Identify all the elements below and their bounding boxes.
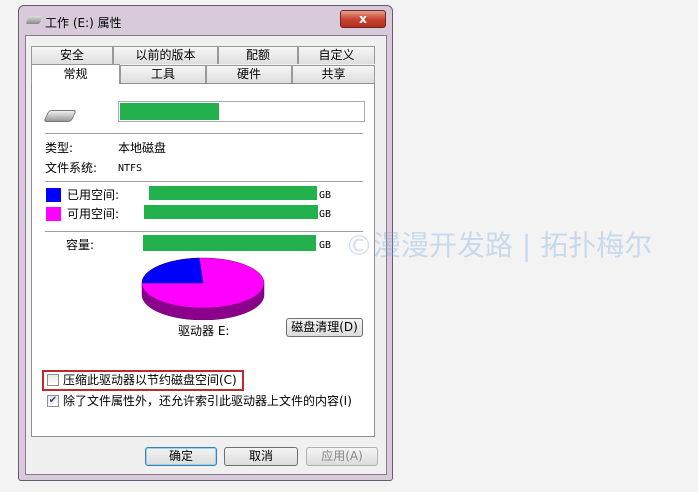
capacity-value-redaction bbox=[143, 235, 316, 251]
used-unit: GB bbox=[319, 190, 332, 201]
fs-label: 文件系统: bbox=[45, 161, 98, 175]
tab-security[interactable]: 安全 bbox=[31, 46, 113, 64]
tab-customize[interactable]: 自定义 bbox=[298, 46, 375, 64]
divider bbox=[45, 181, 363, 182]
close-button[interactable]: x bbox=[340, 10, 386, 28]
highlight-box bbox=[42, 370, 244, 391]
divider bbox=[45, 133, 363, 134]
redaction bbox=[120, 103, 219, 120]
divider bbox=[45, 231, 363, 232]
free-label: 可用空间: bbox=[67, 207, 120, 221]
index-label[interactable]: 除了文件属性外，还允许索引此驱动器上文件的内容(I) bbox=[63, 394, 352, 408]
used-value-redaction bbox=[149, 186, 317, 200]
type-value: 本地磁盘 bbox=[118, 141, 167, 155]
tab-sharing[interactable]: 共享 bbox=[292, 65, 375, 83]
usage-pie-chart bbox=[141, 257, 265, 320]
window-title: 工作 (E:) 属性 bbox=[45, 16, 122, 30]
disk-cleanup-button[interactable]: 磁盘清理(D) bbox=[286, 318, 363, 337]
tab-hardware[interactable]: 硬件 bbox=[206, 65, 292, 83]
used-label: 已用空间: bbox=[67, 188, 120, 202]
free-unit: GB bbox=[319, 209, 332, 220]
tab-tools[interactable]: 工具 bbox=[120, 65, 206, 83]
free-value-redaction bbox=[144, 205, 318, 219]
capacity-unit: GB bbox=[319, 240, 332, 251]
cancel-button[interactable]: 取消 bbox=[224, 447, 298, 466]
tab-general[interactable]: 常规 bbox=[31, 64, 120, 84]
fs-value: NTFS bbox=[118, 163, 143, 174]
drive-label: 驱动器 E: bbox=[178, 324, 230, 338]
capacity-label: 容量: bbox=[66, 238, 95, 252]
tab-quota[interactable]: 配额 bbox=[218, 46, 298, 64]
ok-button[interactable]: 确定 bbox=[145, 447, 217, 466]
watermark: ©漫漫开发路 | 拓扑梅尔 bbox=[345, 229, 653, 262]
compress-label[interactable]: 压缩此驱动器以节约磁盘空间(C) bbox=[63, 373, 237, 387]
free-color-swatch bbox=[46, 207, 61, 221]
used-color-swatch bbox=[46, 188, 61, 202]
tab-previous-versions[interactable]: 以前的版本 bbox=[113, 46, 218, 64]
index-checkbox[interactable]: ✔ bbox=[47, 395, 59, 407]
apply-button[interactable]: 应用(A) bbox=[306, 447, 378, 466]
drive-name-input[interactable] bbox=[118, 101, 365, 122]
type-label: 类型: bbox=[45, 141, 74, 155]
hard-drive-icon bbox=[43, 110, 77, 122]
compress-checkbox[interactable] bbox=[47, 374, 59, 386]
pie-slice-used bbox=[141, 257, 204, 284]
